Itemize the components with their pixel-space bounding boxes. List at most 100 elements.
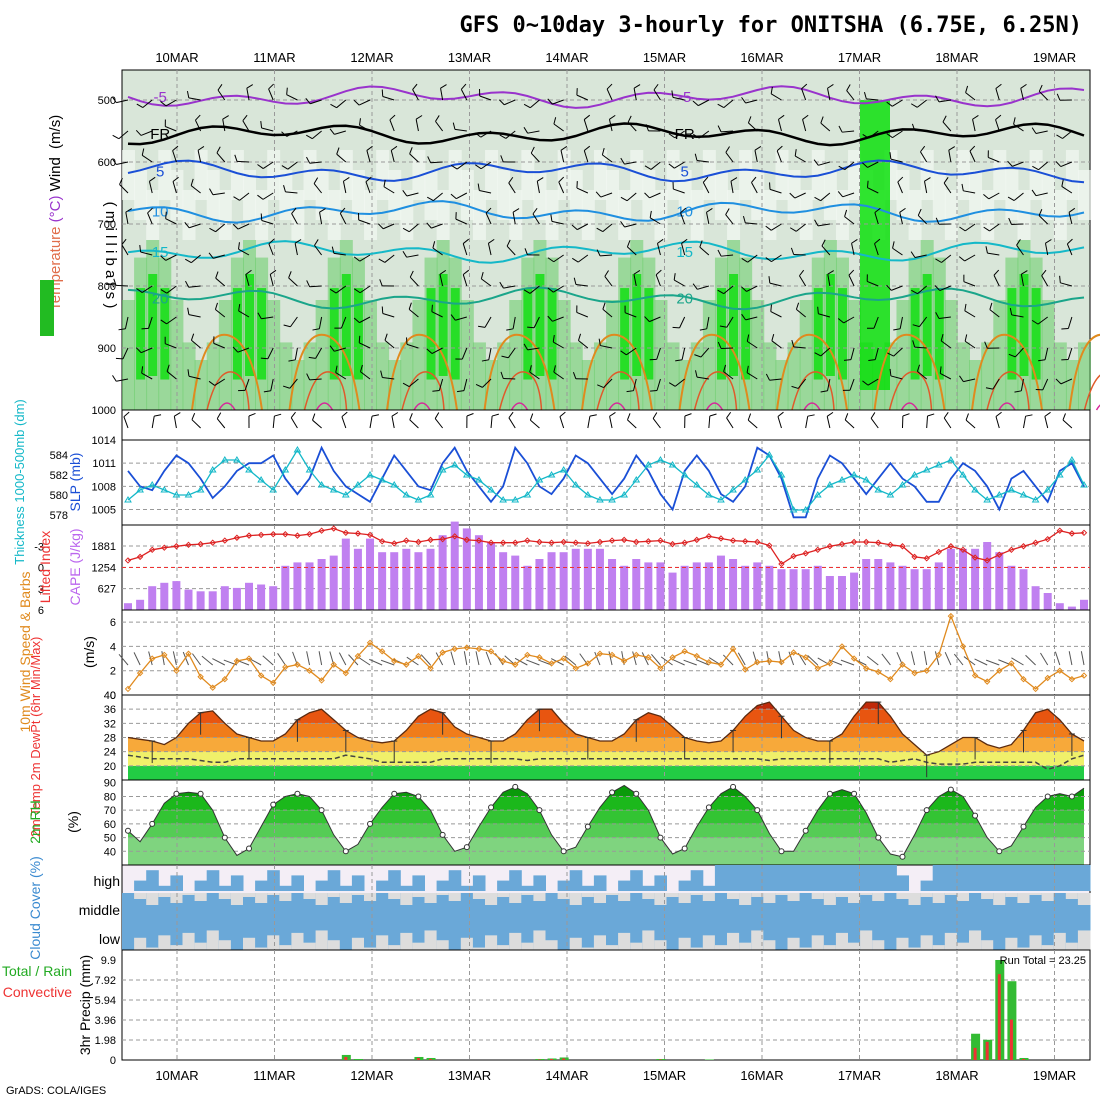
cloud-high-bar xyxy=(618,880,631,891)
wind-barb-flag xyxy=(583,114,591,120)
wind-barb xyxy=(314,245,323,256)
wind-barb-flag xyxy=(633,84,641,89)
wind-barb xyxy=(359,124,371,132)
wind-barb-flag xyxy=(645,124,649,132)
cloud-middle-bar xyxy=(944,893,958,921)
rh-band xyxy=(1078,342,1091,410)
wind-barb xyxy=(606,88,613,101)
rh-dry-band xyxy=(690,190,704,240)
thickness-point xyxy=(124,496,132,503)
cloud-low-gap xyxy=(714,945,728,950)
wind-barb-flag xyxy=(717,103,725,109)
wind-barb-flag xyxy=(995,114,1002,120)
cape-bar xyxy=(281,565,290,610)
wind10m-barb xyxy=(683,659,697,666)
wind10m-point xyxy=(741,666,749,673)
precip-bars: 9.97.925.943.961.980 xyxy=(95,950,1090,1067)
wind-barb xyxy=(383,223,395,230)
rh-high-band xyxy=(813,288,823,380)
cloud-high-bar xyxy=(787,865,801,891)
wind-barb xyxy=(360,371,371,380)
rh-point xyxy=(923,807,930,814)
rh-band xyxy=(848,300,862,410)
cloud-high-bar xyxy=(267,870,280,891)
wind-barb-flag xyxy=(706,208,713,213)
y-tick-label: 1881 xyxy=(92,541,116,553)
lifted-index-point xyxy=(487,539,495,546)
wind-barb-flag xyxy=(910,103,918,108)
cape-bar xyxy=(777,569,786,610)
rh-band xyxy=(170,300,184,410)
cloud-middle-gap xyxy=(424,893,438,903)
wind-barb xyxy=(529,371,540,380)
cloud-middle-gap xyxy=(497,893,510,897)
wind-barb-flag xyxy=(426,196,434,202)
wind-barb-flag xyxy=(506,328,514,331)
y-tick-label: 1011 xyxy=(92,458,116,470)
rh-dry-band xyxy=(1017,190,1031,240)
wind-barb-flag xyxy=(1055,161,1062,167)
wind-barb-flag xyxy=(848,269,855,276)
wind-barb xyxy=(432,247,443,256)
wind-barb-flag xyxy=(609,412,616,417)
wind-barb-flag xyxy=(141,148,145,156)
lifted-index-point xyxy=(754,538,761,546)
rh-dry-band xyxy=(606,170,620,220)
wind-barb xyxy=(587,416,591,429)
wind-barb xyxy=(940,372,952,380)
cloud-low-bar xyxy=(1017,921,1030,950)
wind-barb-flag xyxy=(709,413,717,417)
thickness-point xyxy=(438,466,447,473)
warm-contour xyxy=(483,333,556,411)
wind10m-point xyxy=(1068,676,1076,683)
wind-barb-flag xyxy=(499,134,507,139)
wind10m-point xyxy=(499,657,507,665)
wind-barb-flag xyxy=(893,328,901,331)
wind-barb-flag xyxy=(1041,269,1047,276)
wind10m-point xyxy=(838,643,846,650)
wind-barb xyxy=(747,419,758,429)
wind-barb xyxy=(505,130,516,139)
cloud-middle-bar xyxy=(1065,893,1079,921)
cloud-low-gap xyxy=(388,945,401,950)
wind-barb xyxy=(552,316,564,322)
wind10m-barb xyxy=(953,653,964,666)
wind-barb xyxy=(844,161,855,171)
wind-barb xyxy=(262,192,274,200)
wind10m-point xyxy=(318,677,325,684)
wind-barb-flag xyxy=(814,352,822,357)
wind-barb-flag xyxy=(723,364,727,372)
warm-contour xyxy=(386,333,458,411)
cloud-middle-bar xyxy=(751,893,764,921)
cloud-middle-bar xyxy=(303,893,317,921)
rh-band xyxy=(400,342,414,410)
wind-barb-flag xyxy=(330,103,337,109)
wind-barb-flag xyxy=(794,149,797,157)
wind-barb-flag xyxy=(606,83,613,90)
rh-dry-band xyxy=(364,190,378,240)
wind-barb xyxy=(1020,274,1024,287)
wind-barb xyxy=(166,316,177,325)
cloud-low-gap xyxy=(424,930,438,950)
wind-barb-flag xyxy=(282,385,290,389)
wind10m-point xyxy=(887,676,894,683)
wind-barb-flag xyxy=(927,413,935,417)
wind-barb-flag xyxy=(462,238,470,244)
isotherm-label: 5 xyxy=(680,163,688,180)
wind-barb-flag xyxy=(478,325,486,328)
wind-barb xyxy=(165,126,177,132)
rh-point xyxy=(657,834,664,841)
rh-dry-band xyxy=(146,190,160,240)
cloud-middle-bar xyxy=(158,893,171,921)
wind-barb xyxy=(533,316,540,328)
wind10m-point xyxy=(608,651,616,659)
wind-barb-flag xyxy=(1055,378,1062,385)
wind-barb-flag xyxy=(886,133,893,139)
wind-barb xyxy=(294,243,298,256)
thickness-point xyxy=(208,466,217,473)
cloud-low-bar xyxy=(606,921,619,950)
lifted-index-point xyxy=(657,537,664,544)
precip-convective-bar xyxy=(537,1059,541,1060)
wind-barb-flag xyxy=(813,159,819,166)
